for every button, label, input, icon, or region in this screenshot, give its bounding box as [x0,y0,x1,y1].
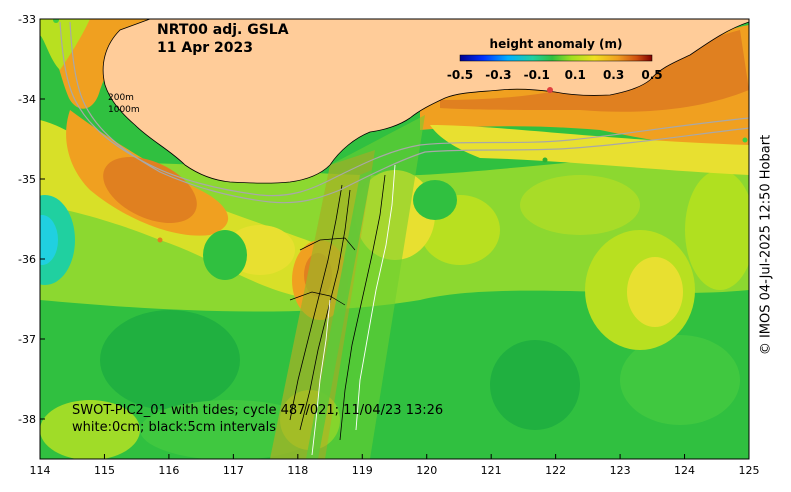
colorbar-tick-label: -0.1 [524,68,550,82]
lat-tick-label: -36 [18,253,36,266]
lon-tick-label: 122 [545,464,566,477]
map-area: -0.5 -0.3 -0.1 0.1 0.3 0.5 [40,19,749,459]
lat-tick-label: -34 [18,93,36,106]
colorbar-tick-label: 0.1 [565,68,586,82]
lat-tick-label: -35 [18,173,36,186]
lon-tick-label: 118 [287,464,308,477]
colorbar: -0.5 -0.3 -0.1 0.1 0.3 0.5 [447,54,663,82]
map-title-line2: 11 Apr 2023 [157,40,253,56]
plot-frame [39,18,750,460]
lon-tick-label: 117 [223,464,244,477]
lat-tick-label: -37 [18,333,36,346]
colorbar-tick-label: 0.5 [641,68,662,82]
lon-tick-label: 115 [94,464,115,477]
lon-tick-label: 123 [610,464,631,477]
lat-tick-label: -33 [18,13,36,26]
isobath-lines [59,21,749,204]
colorbar-label: height anomaly (m) [490,37,623,51]
map-title-line1: NRT00 adj. GSLA [157,22,289,38]
credit-text: © IMOS 04-Jul-2025 12:50 Hobart [758,134,774,356]
float-markers [53,19,748,243]
isobath-label-1000: 1000m [108,105,140,115]
lon-tick-label: 125 [739,464,760,477]
latitude-axis: -33 -34 -35 -36 -37 -38 [18,13,45,426]
lon-tick-label: 119 [352,464,373,477]
colorbar-tick-label: 0.3 [603,68,624,82]
swath-note-line1: SWOT-PIC2_01 with tides; cycle 487/021; … [72,403,443,418]
colorbar-ramp [459,54,653,62]
lon-tick-label: 120 [416,464,437,477]
swot-swath [270,115,425,459]
swath-note-line2: white:0cm; black:5cm intervals [72,420,276,435]
colorbar-tick-label: -0.3 [485,68,511,82]
lon-tick-label: 116 [158,464,179,477]
colorbar-tick-label: -0.5 [447,68,473,82]
lat-tick-label: -38 [18,413,36,426]
lon-tick-label: 121 [481,464,502,477]
lon-tick-label: 114 [30,464,51,477]
lon-tick-label: 124 [674,464,695,477]
longitude-axis: 114 115 116 117 118 119 120 121 122 123 124 125 [30,454,760,477]
isobath-label-200: 200m [108,93,134,103]
